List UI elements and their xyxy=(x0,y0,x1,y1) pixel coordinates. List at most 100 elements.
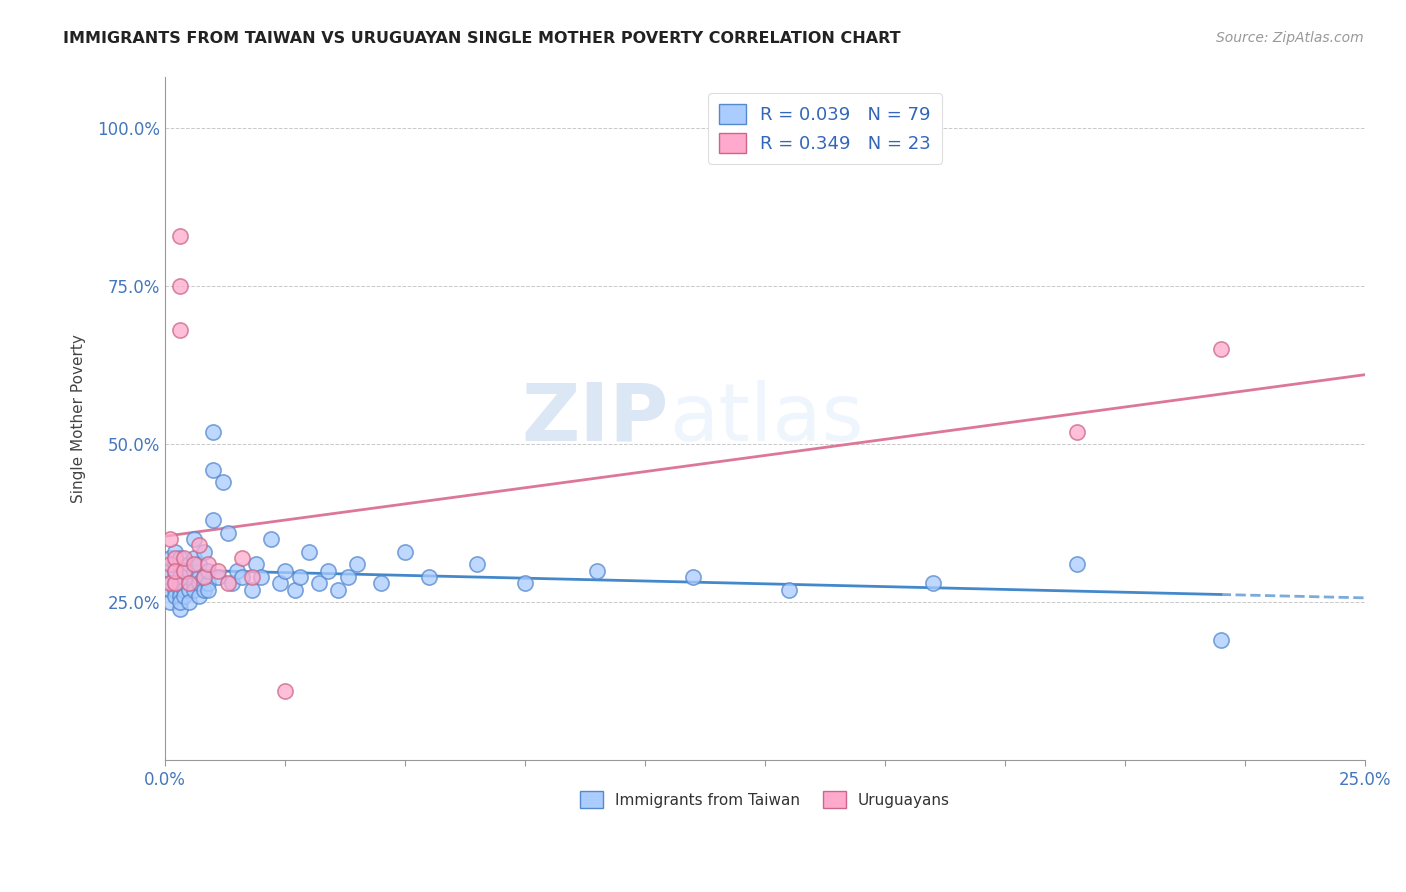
Point xyxy=(370,576,392,591)
Point xyxy=(179,558,201,572)
Point xyxy=(183,558,205,572)
Point xyxy=(159,582,181,597)
Point xyxy=(1066,425,1088,439)
Point xyxy=(183,551,205,566)
Point xyxy=(226,564,249,578)
Point xyxy=(202,462,225,476)
Point xyxy=(221,576,243,591)
Point xyxy=(187,576,209,591)
Point xyxy=(231,570,253,584)
Point xyxy=(183,582,205,597)
Point xyxy=(169,558,191,572)
Point xyxy=(173,582,195,597)
Point xyxy=(394,545,416,559)
Point xyxy=(298,545,321,559)
Point xyxy=(179,564,201,578)
Point xyxy=(163,545,186,559)
Point xyxy=(465,558,488,572)
Point xyxy=(193,545,215,559)
Point xyxy=(240,582,263,597)
Point xyxy=(211,475,233,490)
Point xyxy=(173,564,195,578)
Point xyxy=(197,582,219,597)
Point xyxy=(179,576,201,591)
Point xyxy=(197,558,219,572)
Point xyxy=(163,576,186,591)
Point xyxy=(163,589,186,603)
Text: ZIP: ZIP xyxy=(522,380,669,458)
Point xyxy=(269,576,291,591)
Point xyxy=(187,570,209,584)
Point xyxy=(173,570,195,584)
Point xyxy=(169,279,191,293)
Point xyxy=(250,570,273,584)
Point xyxy=(169,595,191,609)
Point xyxy=(163,576,186,591)
Point xyxy=(193,582,215,597)
Point xyxy=(169,551,191,566)
Point xyxy=(169,589,191,603)
Point xyxy=(169,570,191,584)
Point xyxy=(169,323,191,337)
Point xyxy=(217,525,239,540)
Point xyxy=(183,532,205,546)
Point xyxy=(922,576,945,591)
Point xyxy=(193,570,215,584)
Point xyxy=(288,570,311,584)
Point xyxy=(173,564,195,578)
Point xyxy=(1209,633,1232,648)
Point xyxy=(179,576,201,591)
Point xyxy=(202,425,225,439)
Point xyxy=(159,551,181,566)
Point xyxy=(187,589,209,603)
Point xyxy=(274,564,297,578)
Point xyxy=(193,570,215,584)
Point xyxy=(346,558,368,572)
Point xyxy=(418,570,440,584)
Text: IMMIGRANTS FROM TAIWAN VS URUGUAYAN SINGLE MOTHER POVERTY CORRELATION CHART: IMMIGRANTS FROM TAIWAN VS URUGUAYAN SING… xyxy=(63,31,901,46)
Text: Source: ZipAtlas.com: Source: ZipAtlas.com xyxy=(1216,31,1364,45)
Text: atlas: atlas xyxy=(669,380,863,458)
Point xyxy=(163,582,186,597)
Point xyxy=(163,570,186,584)
Point xyxy=(173,589,195,603)
Point xyxy=(173,576,195,591)
Point xyxy=(159,595,181,609)
Point xyxy=(682,570,704,584)
Point xyxy=(240,570,263,584)
Y-axis label: Single Mother Poverty: Single Mother Poverty xyxy=(72,334,86,503)
Point xyxy=(217,576,239,591)
Point xyxy=(586,564,609,578)
Point xyxy=(308,576,330,591)
Point xyxy=(778,582,800,597)
Point xyxy=(187,558,209,572)
Point xyxy=(1066,558,1088,572)
Point xyxy=(202,513,225,527)
Point xyxy=(197,576,219,591)
Point xyxy=(207,570,229,584)
Point xyxy=(245,558,267,572)
Point xyxy=(163,564,186,578)
Point xyxy=(187,538,209,552)
Point xyxy=(169,601,191,615)
Point xyxy=(169,582,191,597)
Point xyxy=(284,582,307,597)
Point xyxy=(159,564,181,578)
Point xyxy=(163,558,186,572)
Point xyxy=(326,582,349,597)
Point xyxy=(318,564,340,578)
Point xyxy=(197,564,219,578)
Point xyxy=(183,564,205,578)
Point xyxy=(336,570,359,584)
Point xyxy=(274,683,297,698)
Point xyxy=(163,564,186,578)
Point xyxy=(159,576,181,591)
Point xyxy=(159,576,181,591)
Point xyxy=(231,551,253,566)
Legend: Immigrants from Taiwan, Uruguayans: Immigrants from Taiwan, Uruguayans xyxy=(574,785,956,814)
Point xyxy=(1209,343,1232,357)
Point xyxy=(207,564,229,578)
Point xyxy=(159,558,181,572)
Point xyxy=(159,532,181,546)
Point xyxy=(260,532,283,546)
